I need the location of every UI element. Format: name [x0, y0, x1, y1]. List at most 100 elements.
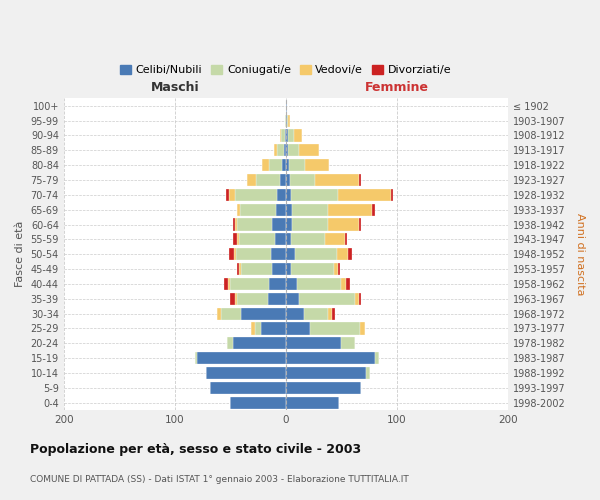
Bar — [206, 367, 286, 379]
Bar — [228, 278, 230, 290]
Bar — [255, 322, 262, 334]
Bar — [332, 308, 335, 320]
Bar — [271, 248, 286, 260]
Bar — [293, 130, 302, 141]
Bar — [241, 263, 272, 275]
Bar — [314, 174, 359, 186]
Bar — [287, 114, 288, 126]
Y-axis label: Fasce di età: Fasce di età — [15, 221, 25, 288]
Text: Femmine: Femmine — [365, 81, 429, 94]
Bar — [328, 218, 359, 230]
Bar — [286, 278, 297, 290]
Bar — [277, 144, 284, 156]
Bar — [283, 159, 286, 171]
Bar — [286, 396, 339, 409]
Bar — [211, 382, 286, 394]
Bar — [281, 130, 284, 141]
Bar — [292, 263, 334, 275]
Bar — [304, 308, 328, 320]
Bar — [286, 204, 292, 216]
Bar — [240, 204, 276, 216]
Bar — [286, 248, 295, 260]
Bar — [256, 174, 280, 186]
Bar — [286, 189, 292, 201]
Bar — [247, 174, 256, 186]
Bar — [237, 292, 268, 305]
Bar — [334, 263, 338, 275]
Bar — [290, 174, 314, 186]
Bar — [286, 337, 341, 349]
Bar — [295, 248, 337, 260]
Bar — [237, 263, 239, 275]
Bar — [262, 159, 269, 171]
Bar — [359, 174, 361, 186]
Bar — [338, 263, 340, 275]
Bar — [233, 218, 235, 230]
Bar — [292, 218, 328, 230]
Bar — [235, 292, 237, 305]
Bar — [346, 278, 350, 290]
Bar — [286, 292, 299, 305]
Bar — [341, 337, 355, 349]
Text: Popolazione per età, sesso e stato civile - 2003: Popolazione per età, sesso e stato civil… — [30, 442, 361, 456]
Bar — [286, 218, 292, 230]
Bar — [286, 263, 292, 275]
Bar — [241, 308, 286, 320]
Bar — [289, 159, 305, 171]
Bar — [230, 292, 235, 305]
Bar — [288, 144, 299, 156]
Bar — [235, 218, 237, 230]
Bar — [292, 204, 328, 216]
Text: Maschi: Maschi — [151, 81, 199, 94]
Bar — [230, 396, 286, 409]
Bar — [217, 308, 221, 320]
Bar — [286, 144, 288, 156]
Bar — [239, 234, 275, 245]
Bar — [276, 204, 286, 216]
Bar — [284, 130, 286, 141]
Bar — [359, 292, 361, 305]
Bar — [236, 248, 271, 260]
Text: COMUNE DI PATTADA (SS) - Dati ISTAT 1° gennaio 2003 - Elaborazione TUTTITALIA.IT: COMUNE DI PATTADA (SS) - Dati ISTAT 1° g… — [30, 476, 409, 484]
Bar — [286, 352, 374, 364]
Bar — [328, 308, 332, 320]
Bar — [338, 189, 391, 201]
Bar — [230, 278, 269, 290]
Legend: Celibi/Nubili, Coniugati/e, Vedovi/e, Divorziati/e: Celibi/Nubili, Coniugati/e, Vedovi/e, Di… — [116, 60, 456, 80]
Bar — [233, 248, 236, 260]
Bar — [274, 144, 277, 156]
Bar — [366, 367, 370, 379]
Bar — [221, 308, 241, 320]
Bar — [341, 278, 346, 290]
Bar — [292, 234, 325, 245]
Bar — [195, 352, 197, 364]
Y-axis label: Anni di nascita: Anni di nascita — [575, 213, 585, 296]
Bar — [280, 130, 281, 141]
Bar — [275, 234, 286, 245]
Bar — [237, 204, 240, 216]
Bar — [251, 322, 255, 334]
Bar — [268, 292, 286, 305]
Bar — [337, 248, 348, 260]
Bar — [269, 278, 286, 290]
Bar — [344, 234, 347, 245]
Bar — [237, 234, 239, 245]
Bar — [284, 114, 286, 126]
Bar — [224, 278, 228, 290]
Bar — [229, 248, 233, 260]
Bar — [286, 159, 289, 171]
Bar — [237, 218, 272, 230]
Bar — [360, 322, 365, 334]
Bar — [286, 382, 361, 394]
Bar — [391, 189, 394, 201]
Bar — [286, 130, 288, 141]
Bar — [239, 263, 241, 275]
Bar — [299, 292, 355, 305]
Bar — [292, 189, 338, 201]
Bar — [348, 248, 352, 260]
Bar — [310, 322, 360, 334]
Bar — [374, 352, 379, 364]
Bar — [359, 218, 361, 230]
Bar — [226, 189, 229, 201]
Bar — [227, 337, 233, 349]
